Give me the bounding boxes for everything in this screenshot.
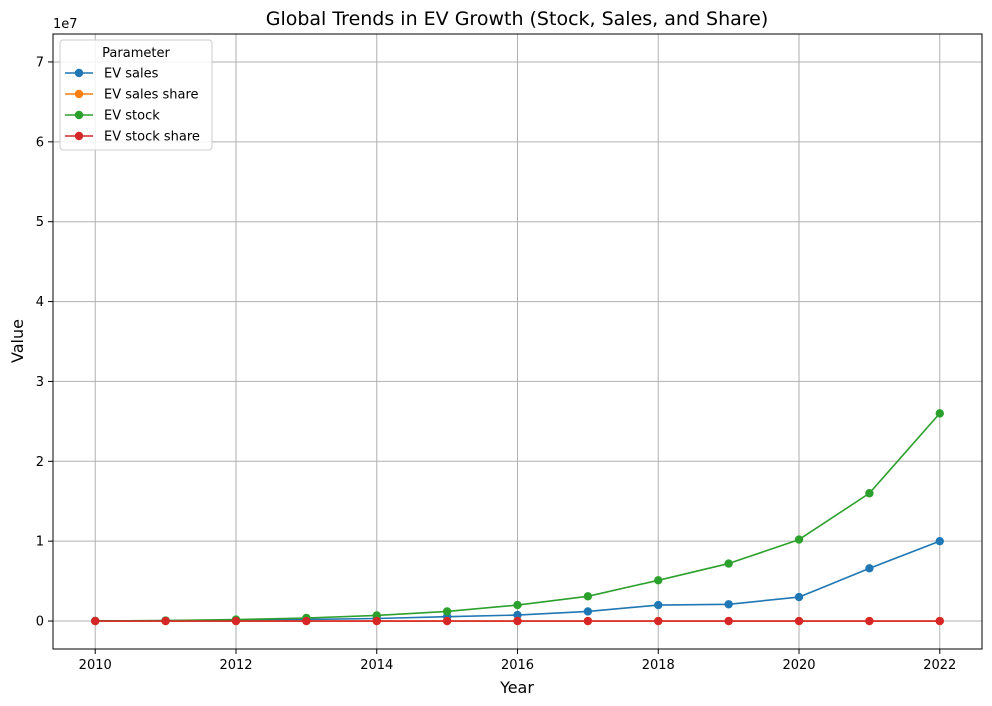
legend-swatch-marker (74, 110, 84, 120)
legend-label: EV stock (104, 109, 160, 124)
data-point-ev-sales (794, 592, 804, 602)
data-point-ev-stock-share (513, 616, 522, 626)
x-tick-label: 2018 (642, 658, 675, 673)
series-ev-stock-share (91, 616, 944, 626)
chart-title: Global Trends in EV Growth (Stock, Sales… (266, 8, 769, 30)
y-tick-label: 3 (36, 375, 44, 390)
data-point-ev-sales (583, 607, 593, 616)
legend-label: EV sales share (104, 88, 199, 103)
y-tick-label: 5 (36, 215, 44, 230)
data-point-ev-stock-share (302, 616, 311, 626)
x-tick-label: 2020 (782, 658, 815, 673)
data-point-ev-sales (654, 600, 663, 610)
legend-swatch-marker (74, 68, 84, 78)
data-point-ev-stock-share (91, 616, 100, 626)
y-tick-label: 0 (36, 615, 44, 630)
data-point-ev-stock (654, 576, 663, 585)
data-point-ev-stock-share (724, 616, 733, 626)
legend-label: EV stock share (104, 130, 200, 145)
legend-swatch-marker (74, 89, 84, 99)
x-tick-label: 2014 (360, 658, 393, 673)
data-point-ev-stock-share (372, 616, 381, 626)
data-point-ev-stock (865, 489, 874, 498)
y-tick-label: 7 (36, 55, 44, 70)
data-point-ev-stock-share (865, 616, 874, 626)
legend-item-ev-stock-share: EV stock share (65, 130, 200, 145)
y-tick-label: 1 (36, 535, 44, 550)
x-tick-label: 2012 (219, 658, 252, 673)
series-layer (91, 409, 944, 626)
x-tick-label: 2010 (79, 658, 112, 673)
y-tick-label: 4 (36, 295, 44, 310)
data-point-ev-stock (583, 592, 593, 601)
x-tick-label: 2016 (501, 658, 534, 673)
legend-swatch-marker (74, 131, 84, 141)
legend-item-ev-stock: EV stock (65, 109, 160, 124)
axis-ticks: 2010 2012 2014 2016 2018 2020 2022 0 1 2 3 4 5 6 7 (36, 55, 957, 673)
legend: Parameter EV sales EV sales share EV stock… (59, 39, 213, 151)
data-point-ev-sales (865, 564, 874, 573)
y-tick-label: 2 (36, 455, 44, 470)
data-point-ev-stock-share (161, 616, 170, 626)
x-axis-label: Year (499, 678, 534, 697)
legend-item-ev-sales: EV sales (65, 67, 159, 82)
data-point-ev-stock (513, 600, 522, 610)
data-point-ev-stock (794, 535, 804, 544)
x-tick-label: 2022 (923, 658, 956, 673)
data-point-ev-stock-share (442, 616, 452, 626)
legend-item-ev-sales-share: EV sales share (65, 88, 199, 103)
data-point-ev-stock (724, 559, 733, 568)
legend-box (59, 39, 213, 151)
legend-items: EV sales EV sales share EV stock EV stock s… (65, 67, 200, 145)
data-point-ev-stock-share (935, 616, 944, 626)
data-point-ev-stock-share (654, 616, 663, 626)
data-point-ev-stock-share (794, 616, 804, 626)
data-point-ev-sales (724, 600, 733, 609)
data-point-ev-stock-share (583, 616, 593, 626)
y-axis-label: Value (8, 319, 27, 363)
data-point-ev-stock-share (231, 616, 241, 626)
y-offset-label: 1e7 (53, 17, 78, 32)
data-point-ev-sales (513, 610, 522, 620)
legend-label: EV sales (104, 67, 159, 82)
data-point-ev-sales (935, 536, 944, 546)
data-point-ev-stock (935, 409, 944, 418)
y-tick-label: 6 (36, 135, 44, 150)
legend-title: Parameter (102, 46, 170, 61)
data-point-ev-stock (442, 607, 452, 616)
